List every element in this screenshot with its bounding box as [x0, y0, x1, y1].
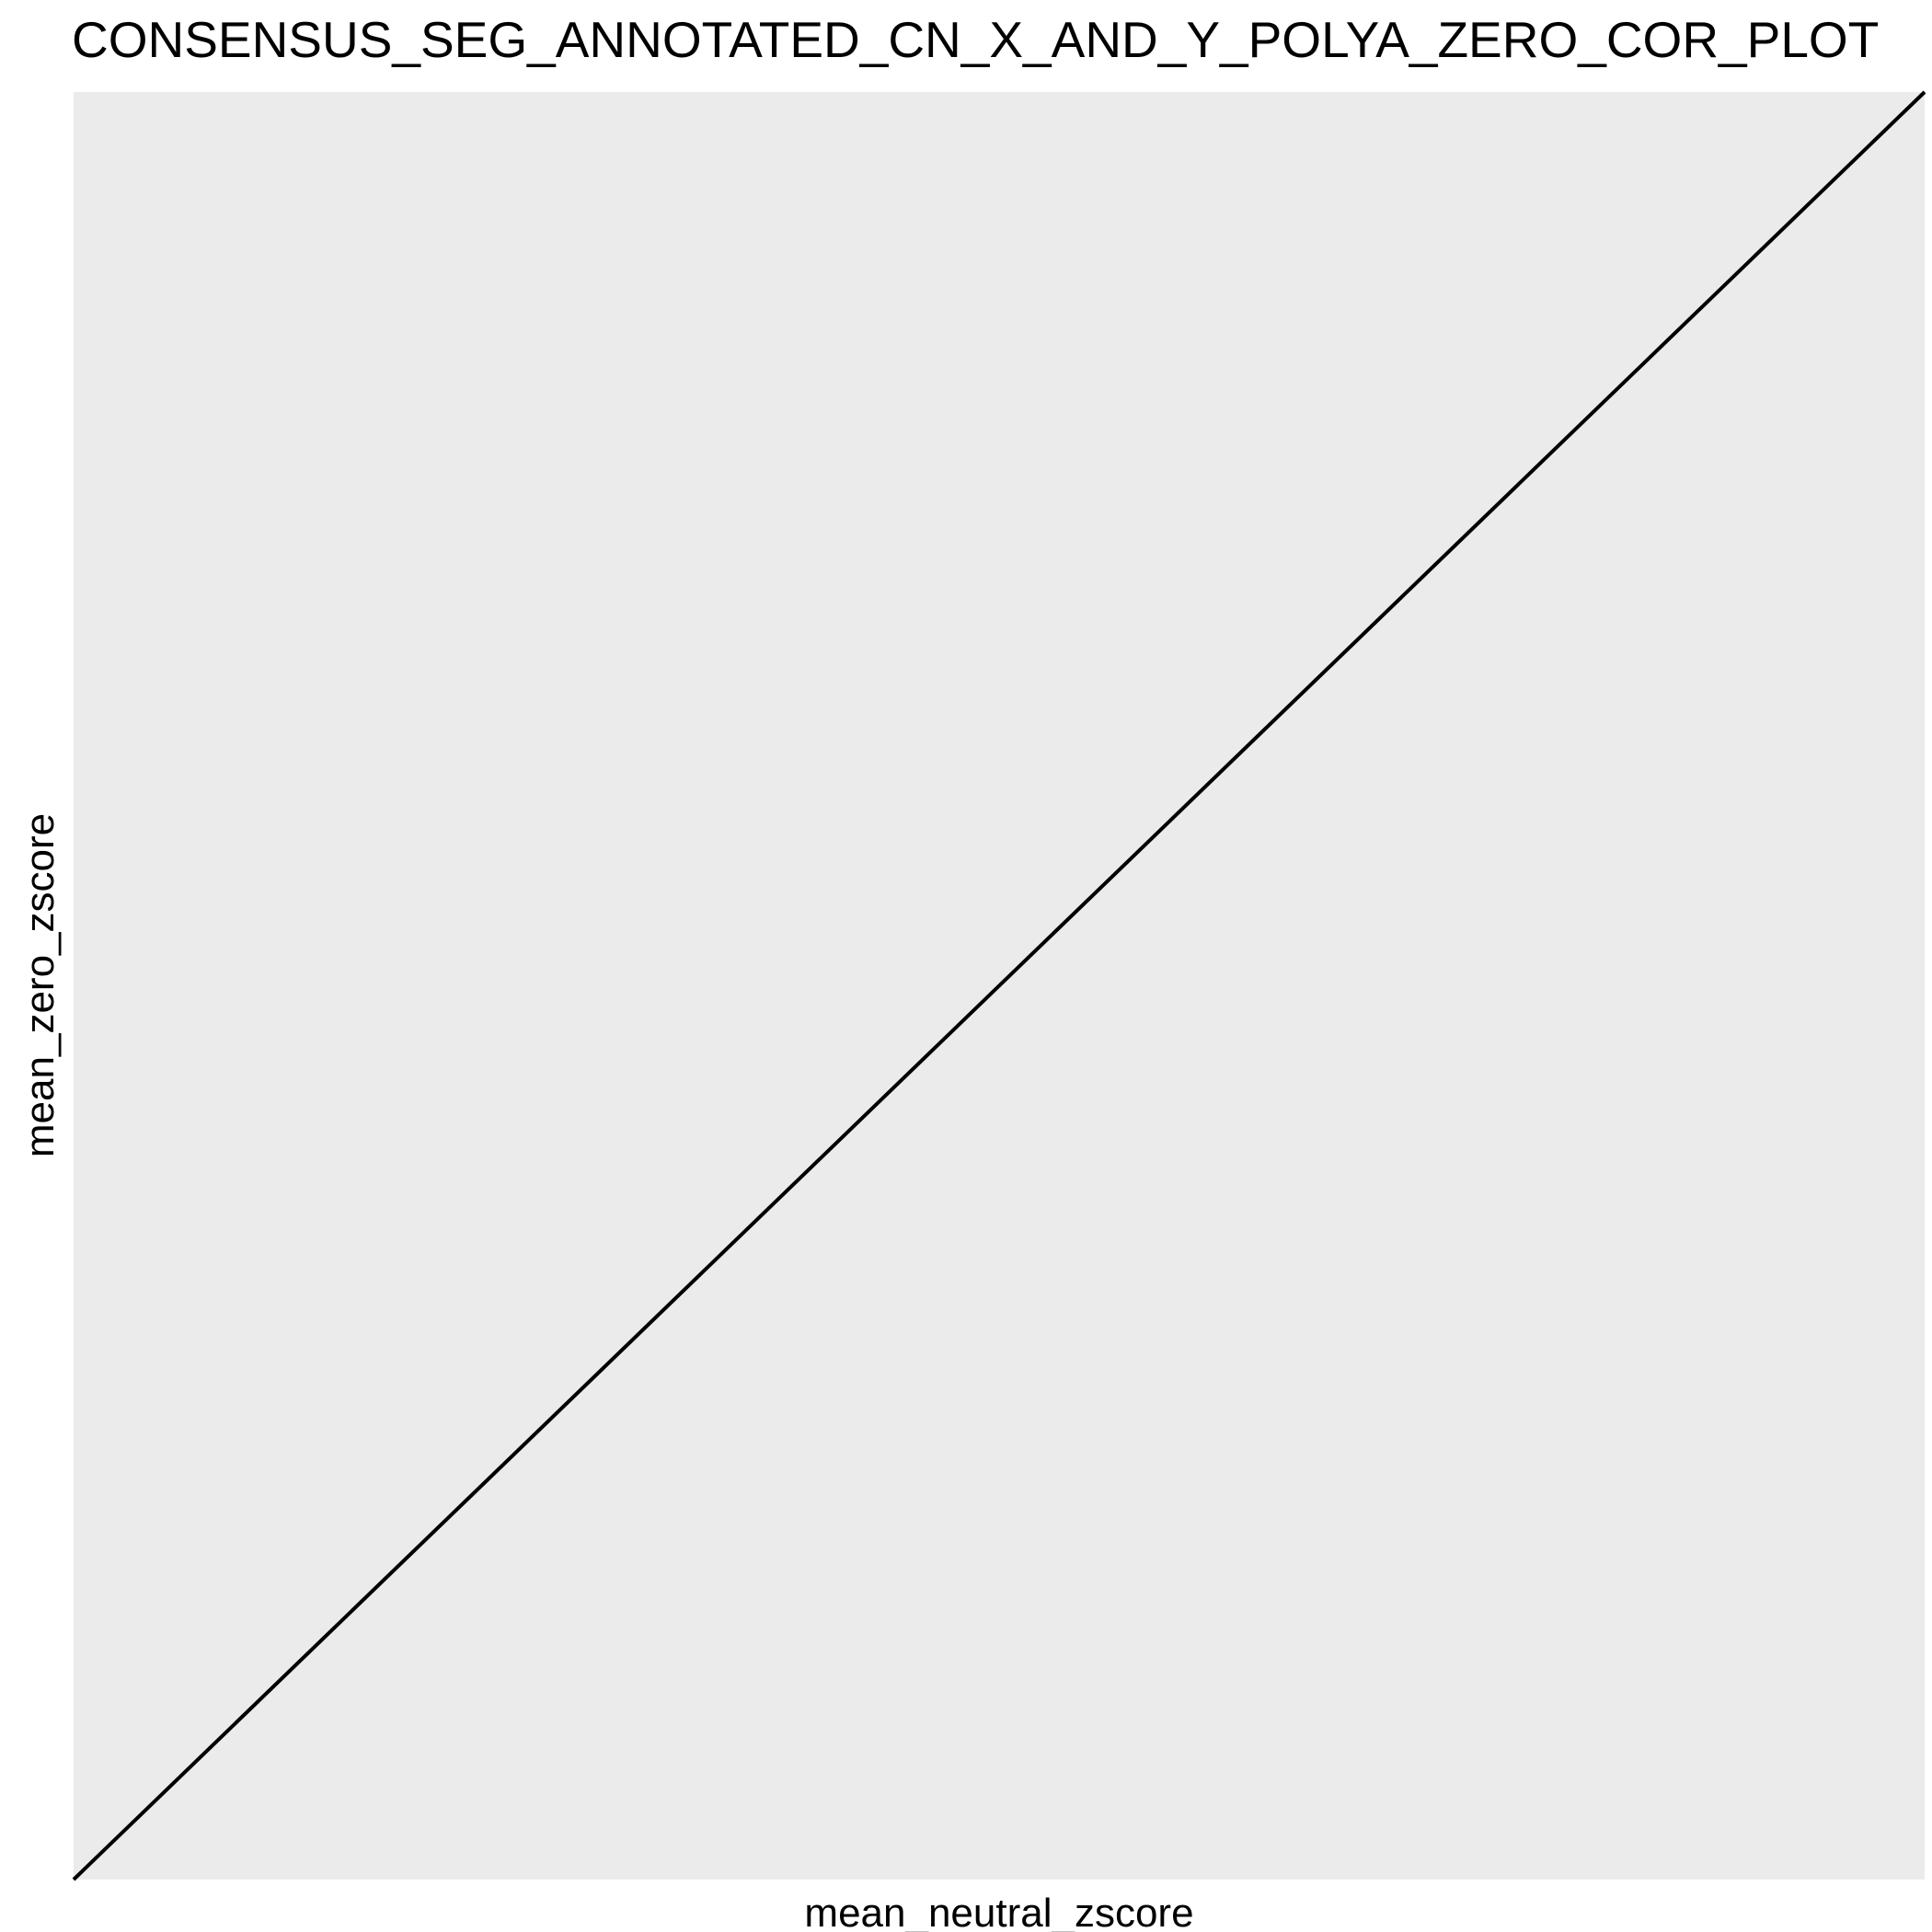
chart-title: CONSENSUS_SEG_ANNOTATED_CN_X_AND_Y_POLYA… [72, 11, 1879, 68]
y-axis-label: mean_zero_zscore [17, 813, 63, 1157]
series-layer [72, 90, 1926, 1881]
series-line-1 [72, 90, 1926, 1881]
x-axis-label: mean_neutral_zscore [804, 1891, 1193, 1932]
